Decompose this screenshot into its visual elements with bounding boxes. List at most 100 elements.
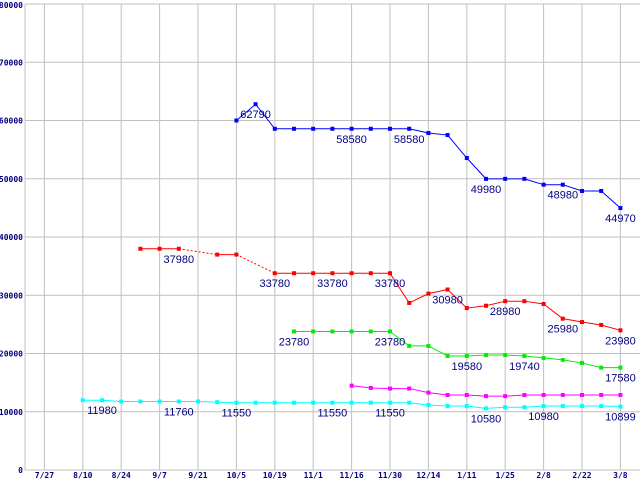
data-point bbox=[407, 343, 412, 348]
x-tick-label: 11/30 bbox=[378, 471, 402, 480]
data-label: 10980 bbox=[528, 411, 559, 423]
series-segment bbox=[524, 355, 544, 359]
data-point bbox=[464, 353, 469, 358]
data-point bbox=[503, 299, 508, 304]
data-point bbox=[349, 126, 354, 131]
x-tick-label: 11/1 bbox=[304, 471, 323, 480]
series-segment bbox=[428, 392, 448, 396]
y-tick-label: 60000 bbox=[0, 117, 23, 126]
data-point bbox=[599, 392, 604, 397]
data-label: 23780 bbox=[279, 336, 310, 348]
x-tick-label: 8/24 bbox=[112, 471, 131, 480]
series-segment bbox=[217, 401, 237, 404]
data-point bbox=[330, 329, 335, 334]
y-tick-label: 80000 bbox=[0, 1, 23, 10]
data-point bbox=[426, 343, 431, 348]
data-point bbox=[330, 400, 335, 405]
series-segment bbox=[600, 190, 621, 209]
data-point bbox=[503, 394, 508, 399]
series-magenta bbox=[349, 383, 623, 399]
data-point bbox=[388, 400, 392, 405]
series-segment bbox=[236, 103, 256, 121]
series-segment bbox=[428, 289, 448, 295]
data-point bbox=[368, 126, 373, 131]
series-segment bbox=[562, 359, 583, 364]
data-point bbox=[426, 403, 431, 408]
data-point bbox=[368, 271, 373, 276]
data-point bbox=[599, 404, 604, 409]
y-tick-label: 20000 bbox=[0, 350, 23, 359]
series-segment bbox=[524, 300, 544, 305]
data-point bbox=[522, 392, 527, 397]
data-label: 37980 bbox=[164, 254, 195, 266]
series-segment bbox=[581, 321, 602, 326]
data-point bbox=[407, 400, 412, 405]
series-segment bbox=[197, 400, 218, 403]
series-segment bbox=[581, 362, 602, 369]
series-segment bbox=[428, 132, 448, 136]
data-point bbox=[234, 252, 239, 257]
data-point bbox=[311, 400, 316, 405]
data-point bbox=[464, 392, 469, 397]
x-tick-label: 1/25 bbox=[496, 471, 515, 480]
data-point bbox=[426, 390, 431, 395]
series-segment bbox=[255, 103, 276, 130]
data-point bbox=[368, 400, 373, 405]
data-point bbox=[445, 404, 450, 409]
data-point bbox=[176, 246, 181, 251]
data-point bbox=[560, 392, 565, 397]
data-point bbox=[80, 398, 85, 403]
data-point bbox=[484, 406, 488, 411]
data-point bbox=[138, 246, 143, 251]
data-point bbox=[272, 271, 277, 276]
data-point bbox=[215, 252, 220, 257]
data-point bbox=[388, 126, 392, 131]
series-segment bbox=[389, 331, 410, 347]
series-blue bbox=[234, 102, 623, 211]
data-point bbox=[157, 399, 162, 404]
data-point bbox=[599, 365, 604, 370]
data-point bbox=[349, 383, 354, 388]
data-label: 58580 bbox=[336, 134, 367, 146]
data-point bbox=[503, 353, 508, 358]
data-label: 49980 bbox=[471, 184, 502, 196]
data-point bbox=[234, 118, 239, 123]
y-tick-label: 0 bbox=[18, 466, 23, 475]
series-segment bbox=[101, 399, 122, 402]
series-segment bbox=[408, 293, 429, 304]
data-point bbox=[541, 301, 546, 306]
data-point bbox=[560, 357, 565, 362]
grid bbox=[24, 3, 640, 471]
x-tick-label: 8/10 bbox=[73, 471, 92, 480]
data-point bbox=[445, 392, 450, 397]
data-point bbox=[292, 126, 296, 131]
x-tick-label: 2/8 bbox=[536, 471, 551, 480]
data-point bbox=[196, 399, 200, 404]
series-segment bbox=[236, 254, 276, 274]
data-point bbox=[234, 400, 239, 405]
data-point bbox=[388, 386, 392, 391]
series-segment bbox=[485, 300, 506, 307]
data-point bbox=[522, 176, 527, 181]
data-point bbox=[522, 299, 527, 304]
x-tick-label: 1/11 bbox=[457, 471, 476, 480]
data-point bbox=[119, 399, 124, 404]
data-point bbox=[215, 400, 220, 405]
data-point bbox=[349, 329, 354, 334]
data-label: 58580 bbox=[394, 134, 425, 146]
data-label: 10580 bbox=[471, 413, 502, 425]
data-point bbox=[176, 399, 181, 404]
data-point bbox=[445, 287, 450, 292]
data-point bbox=[407, 126, 412, 131]
data-point bbox=[330, 271, 335, 276]
data-labels: 62790 58580 58580 49980 48980 44970 37980 33780… bbox=[87, 109, 636, 425]
data-label: 11550 bbox=[222, 408, 252, 420]
data-point bbox=[464, 404, 469, 409]
data-point bbox=[292, 400, 296, 405]
data-point bbox=[560, 316, 565, 321]
y-tick-label: 50000 bbox=[0, 175, 23, 184]
series-segment bbox=[466, 157, 487, 180]
data-point bbox=[541, 182, 546, 187]
data-point bbox=[541, 355, 546, 360]
series-segment bbox=[409, 128, 429, 134]
